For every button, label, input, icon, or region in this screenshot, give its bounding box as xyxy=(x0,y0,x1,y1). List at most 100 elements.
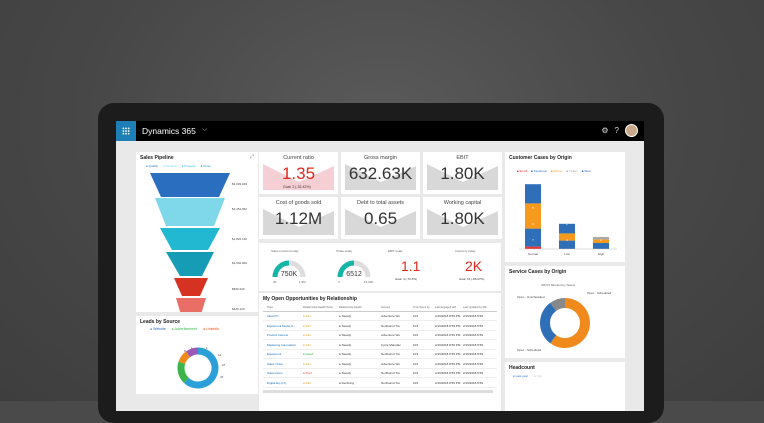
table-row[interactable]: Product Interest ● Fair ● Steady Adventure … xyxy=(263,331,497,340)
table-scrollbar[interactable] xyxy=(263,390,493,393)
table-cell: ● Good xyxy=(303,352,313,356)
funnel-legend-item: ● Qualify xyxy=(146,164,158,168)
sales-pipeline-tile[interactable]: Sales Pipeline ⤢ ● Qualify ● Develop ● Pro… xyxy=(136,152,258,312)
leads-legend-item: ● Advertisement xyxy=(171,327,197,331)
leads-donut-segment xyxy=(177,361,189,383)
cases-legend-item: ■ Facebook xyxy=(531,169,547,173)
kpi-tile[interactable]: Cost of goods sold 1.12M xyxy=(259,197,338,239)
expand-icon[interactable]: ⤢ xyxy=(249,154,254,160)
app-launcher-icon[interactable] xyxy=(116,121,136,141)
cases-bar-segment xyxy=(559,233,575,241)
service-donut-chart xyxy=(540,298,590,348)
app-title[interactable]: Dynamics 365 xyxy=(142,126,196,136)
kpi-trend-area xyxy=(263,164,334,190)
opportunities-tile[interactable]: My Open Opportunities by Relationship To… xyxy=(259,293,501,411)
leads-legend-item: ● Website xyxy=(150,327,166,331)
chevron-down-icon[interactable]: ⌵ xyxy=(202,126,208,133)
table-cell: 103 xyxy=(413,361,419,366)
leads-data-label: 12 xyxy=(218,353,222,357)
table-cell[interactable]: Product Interest xyxy=(267,333,289,337)
kpi-tile[interactable]: Debt to total assets 0.65 xyxy=(341,197,420,239)
kpi-trend-area xyxy=(427,164,498,190)
cases-data-label: 7 xyxy=(532,238,534,242)
headcount-legend-item: ● Last year xyxy=(513,374,528,378)
kpi-trend-area xyxy=(345,164,416,190)
inventory-goal: Goal: 15 (-86.67%) xyxy=(459,277,485,281)
cases-legend-item: ■ Email xyxy=(517,169,528,173)
kpi-label: Current ratio xyxy=(283,155,314,161)
service-cases-tile[interactable]: Service Cases by Origin SR/CS Blocked by… xyxy=(505,266,625,358)
table-cell[interactable]: Ideal PC xyxy=(267,314,279,318)
table-cell: ● Fair xyxy=(303,314,311,318)
kpi-goal: Goal: 2 (-32.42%) xyxy=(283,185,311,189)
table-cell[interactable]: Marketing Automation xyxy=(267,342,297,347)
avatar[interactable] xyxy=(625,124,638,137)
table-cell: Northwind Tra xyxy=(381,323,400,328)
table-row[interactable]: Equipment ● Good ● Steady Northwind Tra 103 2… xyxy=(263,350,497,359)
kpi-tile[interactable]: EBIT 1.80K xyxy=(423,152,502,194)
table-cell[interactable]: Sales Items xyxy=(267,371,283,375)
headcount-tile[interactable]: Headcount ● Last year ● Yes xyxy=(505,362,625,411)
funnel-segment xyxy=(160,228,220,250)
table-row[interactable]: Digital Eq.(LX) ● Fair ● Declining Northwin… xyxy=(263,379,497,388)
customer-cases-tile[interactable]: Customer Cases by Origin ■ Email ■ Facebo… xyxy=(505,152,625,262)
table-header-cell[interactable]: Time Spent by... xyxy=(413,306,432,309)
funnel-segment xyxy=(150,173,230,197)
table-cell: 103 xyxy=(413,352,419,356)
table-cell[interactable]: Sales Order xyxy=(267,361,284,366)
cases-data-label: 2 xyxy=(600,238,602,242)
table-cell: ● Fair xyxy=(303,323,311,328)
table-cell[interactable]: Equipment xyxy=(267,352,282,356)
help-icon[interactable]: ? xyxy=(614,126,619,135)
table-cell[interactable]: Equipment Model 4... xyxy=(267,323,296,328)
gauge-max: 1.5M xyxy=(299,280,306,284)
table-header-cell[interactable]: Last Engaged with xyxy=(435,306,457,309)
inventory-label: Inventory today xyxy=(455,249,476,253)
cases-bar-segment xyxy=(593,237,609,240)
table-header-cell[interactable]: Relationship Health Score (EN) xyxy=(303,306,333,309)
service-subtitle: SR/CS Blocked by Status xyxy=(541,283,576,287)
table-header-cell[interactable]: Relationship Health xyxy=(339,306,362,309)
table-row[interactable]: Sales Order ● Fair ● Steady Adventure Wo 103… xyxy=(263,360,497,369)
table-row[interactable]: Equipment Model 4... ● Fair ● Steady Northw… xyxy=(263,322,497,331)
kpi-area xyxy=(345,164,416,190)
leads-donut-chart: 1 0 1 12 27 47 xyxy=(177,346,226,389)
table-cell[interactable]: Digital Eq.(LX) xyxy=(267,380,287,385)
kpi-tile[interactable]: Gross margin 632.63K xyxy=(341,152,420,194)
funnel-value-label: $420,120 xyxy=(232,307,245,311)
funnel-segment xyxy=(155,198,225,226)
table-cell: 103 xyxy=(413,342,419,347)
leads-tile[interactable]: Leads by Source ● Website ● Advertisement… xyxy=(136,316,258,394)
table-cell: 2/19/2018 8:59 PM xyxy=(435,352,461,356)
table-header-cell[interactable]: Last Updated by MS xyxy=(463,306,487,309)
gauge-value: 750K xyxy=(281,271,298,278)
cases-bar-segment xyxy=(593,243,609,249)
table-cell: ● Declining xyxy=(339,380,354,385)
kpi-tile[interactable]: Working capital 1.80K xyxy=(423,197,502,239)
cases-category-label: Normal xyxy=(528,252,538,256)
kpi-tile[interactable]: Current ratio 1.35 Goal: 2 (-32.42%) xyxy=(259,152,338,194)
table-header-cell[interactable]: Account xyxy=(381,306,391,309)
gauge-min: 0 xyxy=(338,280,340,284)
table-cell: ● Fair xyxy=(303,342,311,347)
table-cell: ● Fair xyxy=(303,361,311,366)
table-row[interactable]: Sales Items ● Poor ● Steady Northwind Tra 10… xyxy=(263,369,497,378)
table-row[interactable]: Ideal PC ● Fair ● Steady Adventure Wo 103 2/1… xyxy=(263,312,497,321)
table-cell: ● Steady xyxy=(339,333,351,337)
service-donut-segment xyxy=(540,302,557,344)
table-row[interactable]: Marketing Automation ● Fair ● Steady Cycle … xyxy=(263,341,497,350)
leads-data-label: 27 xyxy=(222,363,226,367)
table-cell: Adventure Wo xyxy=(381,314,400,318)
cases-data-label: 3 xyxy=(566,238,568,242)
sales-pipeline-title: Sales Pipeline xyxy=(140,155,174,161)
table-header-cell[interactable]: Topic xyxy=(267,306,274,309)
gear-icon[interactable]: ⚙ xyxy=(601,126,609,135)
ebit-goal: Goal: 4 (-72.5%) xyxy=(395,277,418,281)
leads-legend-item: ● LinkedIn xyxy=(202,327,220,331)
headcount-legend-item: ● Yes xyxy=(534,374,542,378)
headcount-title: Headcount xyxy=(509,365,535,371)
kpi-area xyxy=(263,209,334,235)
cases-bar-segment xyxy=(525,246,541,249)
table-cell: 103 xyxy=(413,323,419,328)
kpi-value: 1.80K xyxy=(440,209,485,228)
